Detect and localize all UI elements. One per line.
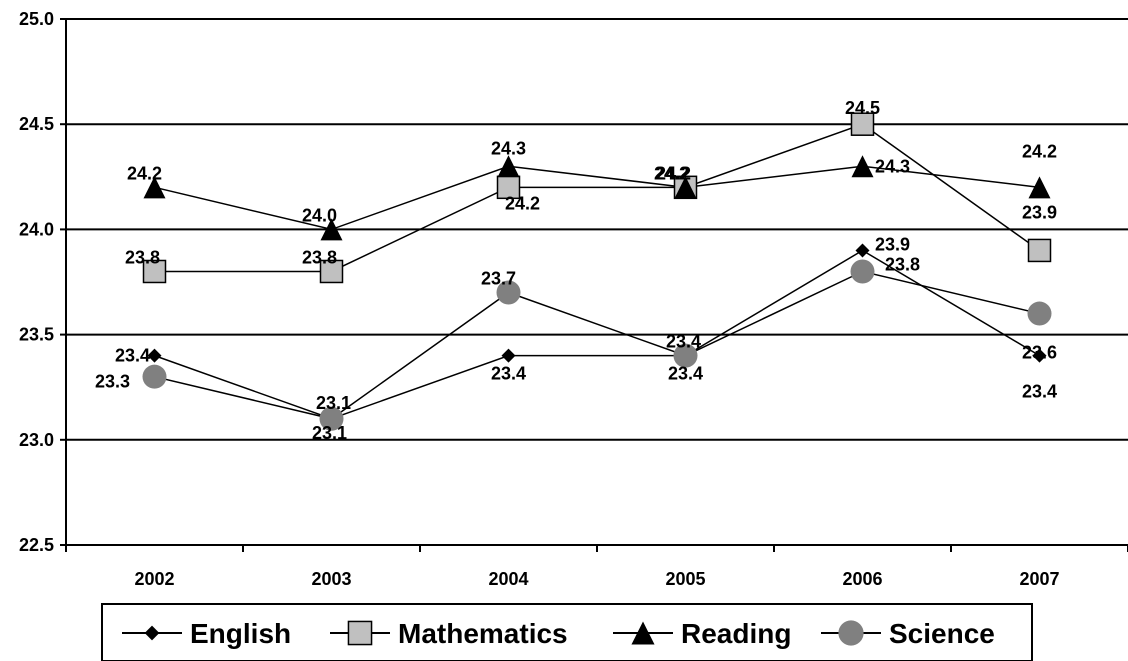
reading-data-label: 24.0 xyxy=(302,205,337,225)
legend-science-marker xyxy=(838,620,863,645)
reading-data-label: 24.2 xyxy=(1022,141,1057,161)
science-data-label: 23.4 xyxy=(666,332,701,352)
reading-data-label: 24.3 xyxy=(875,156,910,176)
science-point xyxy=(1028,302,1052,326)
reading-data-label: 24.3 xyxy=(491,138,526,158)
reading-data-label: 24.2 xyxy=(656,163,691,183)
x-axis-tick-labels: 2002 2003 2004 2005 2006 2007 xyxy=(134,569,1059,589)
english-point xyxy=(856,243,870,257)
y-tick-label: 23.5 xyxy=(19,325,54,345)
english-point xyxy=(502,349,516,363)
x-tick-label: 2003 xyxy=(311,569,351,589)
mathematics-data-label: 23.8 xyxy=(125,247,160,267)
y-tick-label: 24.0 xyxy=(19,219,54,239)
legend-mathematics-label: Mathematics xyxy=(398,618,568,649)
science-data-label: 23.3 xyxy=(95,372,130,392)
y-axis-tick-labels: 22.5 23.0 23.5 24.0 24.5 25.0 xyxy=(19,9,54,555)
reading-point xyxy=(1029,176,1051,198)
y-tick-label: 22.5 xyxy=(19,535,54,555)
x-tick-label: 2002 xyxy=(134,569,174,589)
legend-science-label: Science xyxy=(889,618,995,649)
x-tick-label: 2005 xyxy=(665,569,705,589)
reading-point xyxy=(498,155,520,177)
data-labels: 23.4 23.1 23.4 23.4 23.9 23.4 23.8 23.8 24.2 24.2… xyxy=(95,98,1057,443)
english-data-label: 23.4 xyxy=(1022,382,1057,402)
legend-reading-label: Reading xyxy=(681,618,791,649)
y-tick-label: 25.0 xyxy=(19,9,54,29)
mathematics-data-label: 23.8 xyxy=(302,247,337,267)
science-data-label: 23.8 xyxy=(885,254,920,274)
science-data-label: 23.1 xyxy=(316,393,351,413)
x-tick-label: 2007 xyxy=(1019,569,1059,589)
legend-mathematics-marker xyxy=(348,621,371,644)
reading-point xyxy=(852,155,874,177)
science-data-label: 23.6 xyxy=(1022,343,1057,363)
english-data-label: 23.4 xyxy=(668,364,703,384)
gridlines xyxy=(66,19,1128,545)
x-tick-label: 2004 xyxy=(488,569,528,589)
mathematics-data-label: 24.5 xyxy=(845,98,880,118)
science-point xyxy=(143,365,167,389)
english-data-label: 23.4 xyxy=(491,364,526,384)
science-point xyxy=(851,259,875,283)
english-data-label: 23.9 xyxy=(875,234,910,254)
science-data-label: 23.7 xyxy=(481,269,516,289)
reading-data-label: 24.2 xyxy=(127,163,162,183)
y-tick-label: 23.0 xyxy=(19,430,54,450)
english-data-label: 23.1 xyxy=(312,423,347,443)
legend-english-label: English xyxy=(190,618,291,649)
legend: English Mathematics Reading Science xyxy=(102,604,1032,661)
mathematics-data-label: 24.2 xyxy=(505,193,540,213)
y-tick-label: 24.5 xyxy=(19,114,54,134)
science-line xyxy=(155,271,1040,418)
mathematics-data-label: 23.9 xyxy=(1022,202,1057,222)
axes xyxy=(60,19,1128,552)
english-data-label: 23.4 xyxy=(115,346,150,366)
x-tick-label: 2006 xyxy=(842,569,882,589)
mathematics-point xyxy=(1029,239,1051,261)
